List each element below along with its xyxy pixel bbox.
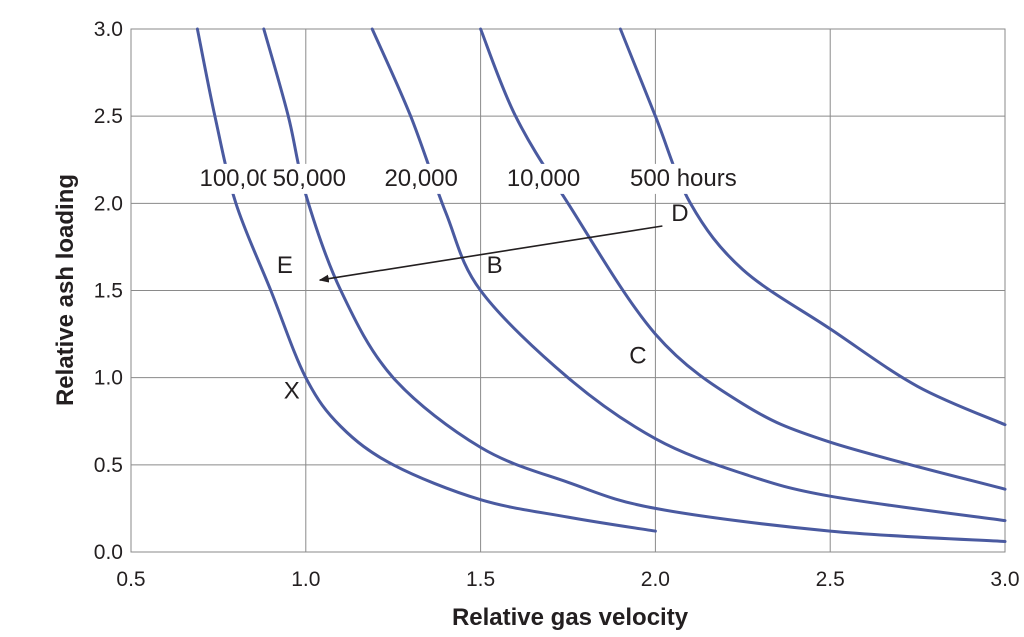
y-tick-label: 0.5 bbox=[94, 454, 123, 477]
curve-label-bg bbox=[266, 163, 353, 194]
y-tick-label: 2.5 bbox=[94, 105, 123, 128]
x-tick-label: 1.0 bbox=[291, 568, 320, 591]
y-tick-label: 3.0 bbox=[94, 18, 123, 41]
x-tick-label: 2.5 bbox=[816, 568, 845, 591]
curve-label: 50,000 bbox=[273, 165, 346, 192]
x-tick-label: 3.0 bbox=[990, 568, 1019, 591]
y-tick-label: 1.0 bbox=[94, 367, 123, 390]
y-tick-label: 0.0 bbox=[94, 541, 123, 564]
curve-label: 20,000 bbox=[384, 165, 457, 192]
plot-frame bbox=[130, 28, 1006, 553]
point-label-C: C bbox=[629, 343, 646, 370]
curve-label-bg bbox=[622, 163, 745, 194]
x-tick-label: 2.0 bbox=[641, 568, 670, 591]
x-tick-label: 0.5 bbox=[116, 568, 145, 591]
x-tick-label: 1.5 bbox=[466, 568, 495, 591]
curve-label-bg bbox=[378, 163, 465, 194]
y-tick-label: 2.0 bbox=[94, 192, 123, 215]
series-line-3 bbox=[479, 27, 1007, 491]
x-axis-title: Relative gas velocity bbox=[452, 604, 689, 631]
curve-label: 10,000 bbox=[507, 165, 580, 192]
point-label-B: B bbox=[487, 252, 503, 279]
series-line-4 bbox=[618, 27, 1007, 427]
point-label-E: E bbox=[277, 252, 293, 279]
arrow-d-to-e bbox=[318, 225, 663, 283]
series-line-0 bbox=[195, 27, 657, 533]
curve-label-bg bbox=[500, 163, 587, 194]
point-label-D: D bbox=[671, 200, 688, 227]
point-label-X: X bbox=[284, 378, 300, 405]
y-tick-label: 1.5 bbox=[94, 280, 123, 303]
y-axis-title: Relative ash loading bbox=[52, 174, 79, 406]
curve-label: 500 hours bbox=[630, 165, 737, 192]
series-line-2 bbox=[370, 27, 1007, 523]
